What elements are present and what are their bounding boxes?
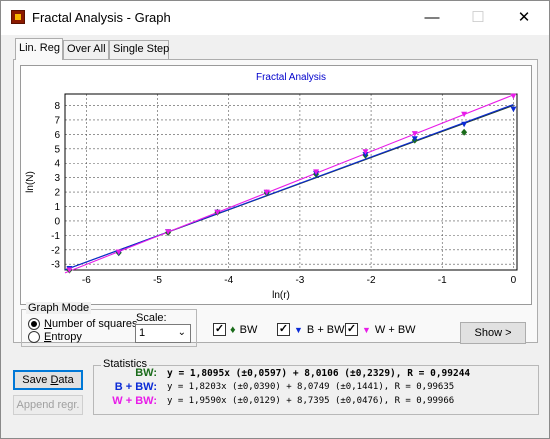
y-tick-label: 8 (54, 101, 60, 112)
check-b-bw[interactable]: ✓ ▼ B + BW (277, 323, 345, 336)
data-point (510, 106, 517, 113)
x-axis-label: ln(r) (272, 290, 290, 301)
radio-number-of-squares[interactable]: Number of squares (28, 318, 138, 330)
stat-label-b-bw: B + BW: (114, 381, 157, 393)
data-point (165, 229, 172, 235)
check-w-bw-label: W + BW (374, 323, 416, 336)
data-point (214, 209, 221, 216)
data-point (362, 152, 369, 158)
check-w-bw-box[interactable]: ✓ (345, 323, 358, 336)
append-regr-button: Append regr. (13, 395, 83, 415)
y-tick-label: 0 (54, 216, 60, 227)
window-title: Fractal Analysis - Graph (32, 10, 171, 25)
tab-single-step[interactable]: Single Step (109, 40, 169, 59)
check-bw-label: BW (239, 323, 258, 336)
x-tick-label: -5 (153, 275, 162, 286)
chevron-down-icon: ⌄ (177, 327, 186, 338)
x-tick-label: -1 (438, 275, 447, 286)
data-point (313, 169, 320, 175)
data-point (263, 189, 270, 196)
graph-mode-label: Graph Mode (26, 302, 92, 314)
y-tick-label: -3 (51, 260, 60, 271)
y-tick-label: 1 (54, 202, 60, 213)
data-point (461, 121, 468, 128)
scale-select[interactable]: 1 ⌄ (135, 324, 191, 343)
radio-entropy-label: Entropy (44, 331, 82, 343)
data-point (461, 128, 468, 136)
close-button[interactable]: ✕ (517, 9, 531, 26)
y-tick-label: -1 (51, 231, 60, 242)
check-b-bw-box[interactable]: ✓ (277, 323, 290, 336)
chart-area: Fractal Analysis -6 -5 -4 -3 -2 -1 0 -3 -2 -1 0 1 2 3 4… (20, 65, 532, 305)
y-tick-label: 4 (54, 159, 60, 170)
data-point (362, 149, 369, 155)
x-tick-label: -4 (224, 275, 233, 286)
save-data-button[interactable]: Save Data (13, 370, 83, 390)
diamond-icon: ♦ (230, 323, 236, 336)
maximize-button: ☐ (471, 9, 485, 26)
stat-label-w-bw: W + BW: (112, 395, 157, 407)
triangle-down-icon: ▼ (362, 324, 371, 335)
app-icon (11, 10, 25, 24)
save-rest: ata (58, 374, 74, 386)
radio-number-of-squares-label: Number of squares (44, 318, 138, 330)
data-point (411, 136, 418, 142)
y-tick-label: 6 (54, 130, 60, 141)
y-tick-label: 3 (54, 173, 60, 184)
show-button[interactable]: Show > (460, 322, 526, 344)
tab-over-all[interactable]: Over All (63, 40, 109, 59)
opt2-rest: ntropy (51, 331, 82, 343)
fit-line (64, 103, 514, 271)
graph-mode-group (21, 309, 197, 347)
data-point (461, 111, 468, 118)
radio-entropy[interactable]: Entropy (28, 331, 82, 343)
chart-title: Fractal Analysis (256, 72, 326, 83)
data-point (411, 131, 418, 137)
opt1-rest: umber of squares (51, 318, 138, 330)
radio-entropy-dot[interactable] (28, 331, 40, 343)
stat-label-bw: BW: (135, 367, 157, 379)
mnemonic-e: E (44, 331, 52, 343)
check-bw[interactable]: ✓ ♦ BW (213, 323, 257, 336)
scale-value: 1 (139, 327, 146, 339)
save-prefix: Save (22, 374, 51, 386)
y-tick-label: -2 (51, 245, 60, 256)
check-w-bw[interactable]: ✓ ▼ W + BW (345, 323, 416, 336)
title-bar[interactable]: Fractal Analysis - Graph — ☐ ✕ (1, 1, 549, 35)
tab-lin-reg[interactable]: Lin. Reg (15, 38, 63, 60)
x-tick-label: 0 (511, 275, 517, 286)
y-tick-label: 2 (54, 188, 60, 199)
check-bw-box[interactable]: ✓ (213, 323, 226, 336)
x-tick-label: -3 (295, 275, 304, 286)
minimize-button[interactable]: — (424, 9, 440, 26)
statistics-group (93, 365, 539, 415)
x-tick-label: -6 (82, 275, 91, 286)
statistics-label: Statistics (101, 358, 150, 370)
triangle-down-icon: ▼ (294, 324, 303, 335)
mnemonic-n: N (44, 318, 52, 330)
y-axis-label: ln(N) (25, 171, 36, 193)
stat-eq-bw: y = 1,8095x (±0,0597) + 8,0106 (±0,2329)… (167, 368, 471, 379)
stat-eq-b-bw: y = 1,8203x (±0,0390) + 8,0749 (±0,1441)… (167, 382, 455, 392)
scale-label: Scale: (136, 312, 167, 324)
check-b-bw-label: B + BW (306, 323, 345, 336)
data-point (510, 93, 517, 100)
x-tick-label: -2 (367, 275, 376, 286)
stat-eq-w-bw: y = 1,9590x (±0,0129) + 8,7395 (±0,0476)… (167, 396, 455, 406)
y-tick-label: 7 (54, 115, 60, 126)
plot-area-border (64, 93, 518, 271)
mnemonic-d: D (50, 374, 59, 386)
radio-number-of-squares-dot[interactable] (28, 318, 40, 330)
data-point (66, 267, 73, 273)
fit-line (64, 94, 514, 274)
fractal-chart: Fractal Analysis -6 -5 -4 -3 -2 -1 0 -3 -2 -1 0 1 2 3 4… (25, 72, 518, 301)
data-point (115, 249, 122, 255)
y-tick-label: 5 (54, 144, 60, 155)
